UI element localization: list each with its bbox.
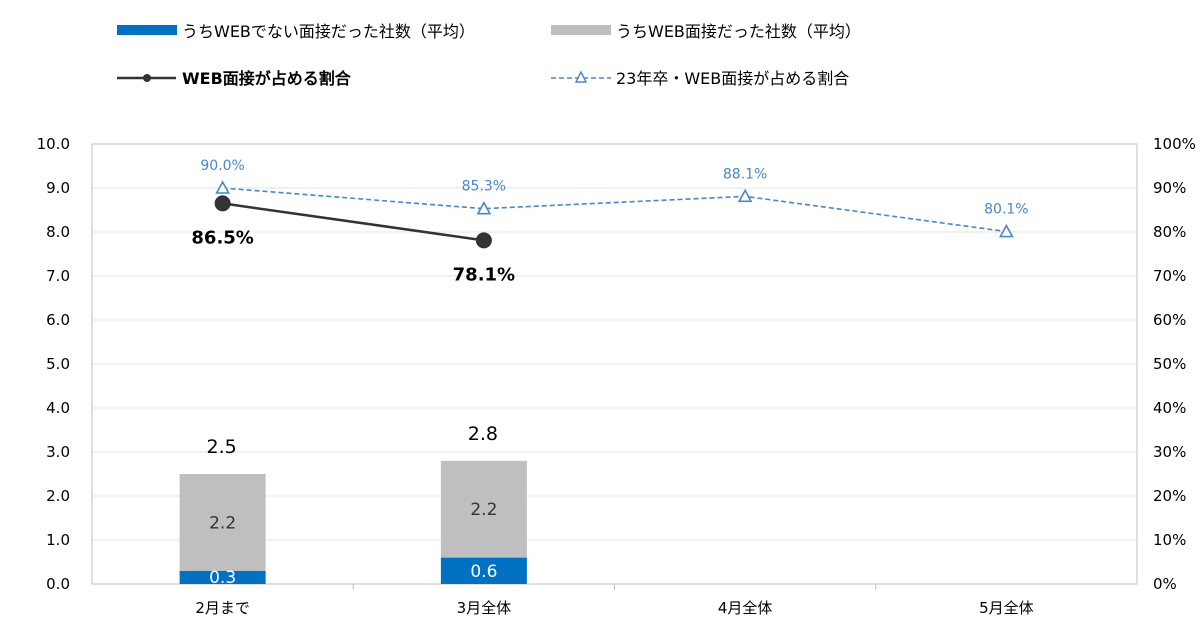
data-label-web-ratio: 86.5% xyxy=(191,227,253,248)
x-tick-label: 2月まで xyxy=(195,599,250,617)
legend-marker-23-graduates xyxy=(574,70,588,83)
left-y-tick-label: 3.0 xyxy=(46,443,70,461)
right-y-tick-label: 90% xyxy=(1153,179,1186,197)
left-y-tick-label: 2.0 xyxy=(46,487,70,505)
bar-segment-non-web xyxy=(440,557,527,584)
legend-label-web: うちWEB面接だった社数（平均） xyxy=(616,22,861,41)
right-y-tick-label: 40% xyxy=(1153,399,1186,417)
legend-label-23-graduates: 23年卒・WEB面接が占める割合 xyxy=(616,69,849,88)
bar-label-web: 2.2 xyxy=(470,500,497,520)
legend-label-non-web: うちWEBでない面接だった社数（平均） xyxy=(182,22,475,41)
bar-total-label: 2.8 xyxy=(468,423,498,445)
right-y-tick-label: 20% xyxy=(1153,487,1186,505)
marker-circle xyxy=(214,195,231,212)
right-y-tick-label: 70% xyxy=(1153,267,1186,285)
line-23-graduates xyxy=(222,187,1007,233)
bar-label-non-web: 0.6 xyxy=(470,562,497,582)
left-y-tick-label: 7.0 xyxy=(46,267,70,285)
right-y-tick-label: 80% xyxy=(1153,223,1186,241)
x-axis: 2月まで 3月全体 4月全体 5月全体 xyxy=(195,584,1034,617)
legend-swatch-web xyxy=(551,25,611,35)
right-y-tick-label: 60% xyxy=(1153,311,1186,329)
line-web-ratio xyxy=(222,202,485,242)
data-label-23-graduates: 88.1% xyxy=(723,166,767,182)
legend-label-web-ratio: WEB面接が占める割合 xyxy=(182,69,352,88)
bar-total-label: 2.5 xyxy=(207,436,237,458)
right-y-tick-label: 0% xyxy=(1153,575,1177,593)
left-y-tick-label: 1.0 xyxy=(46,531,70,549)
data-label-23-graduates: 85.3% xyxy=(462,179,506,195)
marker-triangle xyxy=(737,188,753,203)
marker-circle xyxy=(475,232,492,249)
bar-label-non-web: 0.3 xyxy=(209,568,236,588)
left-y-tick-label: 9.0 xyxy=(46,179,70,197)
legend-swatch-non-web xyxy=(117,25,177,35)
data-label-23-graduates: 90.0% xyxy=(200,158,244,174)
left-y-tick-label: 8.0 xyxy=(46,223,70,241)
legend: うちWEBでない面接だった社数（平均） うちWEB面接だった社数（平均） WEB面接… xyxy=(117,22,861,88)
left-y-axis: 0.0 1.0 2.0 3.0 4.0 5.0 6.0 7.0 8.0 9.0 10.0 xyxy=(37,135,70,593)
left-y-tick-label: 6.0 xyxy=(46,311,70,329)
lines xyxy=(214,180,1014,249)
right-y-tick-label: 10% xyxy=(1153,531,1186,549)
left-y-tick-label: 0.0 xyxy=(46,575,70,593)
marker-triangle xyxy=(476,201,492,215)
data-label-23-graduates: 80.1% xyxy=(984,202,1028,218)
left-y-tick-label: 10.0 xyxy=(37,135,70,153)
right-y-axis: 0% 10% 20% 30% 40% 50% 60% 70% 80% 90% 100% xyxy=(1153,135,1196,593)
right-y-tick-label: 30% xyxy=(1153,443,1186,461)
marker-triangle xyxy=(215,180,230,194)
bars xyxy=(179,460,527,584)
marker-triangle xyxy=(999,223,1014,238)
gridlines xyxy=(92,187,1137,541)
left-y-tick-label: 4.0 xyxy=(46,399,70,417)
legend-marker-web-ratio xyxy=(143,74,151,82)
data-labels: 0.3 2.2 2.5 0.6 2.2 2.8 86.5% 78.1% 90.0% 85.3% 88… xyxy=(191,158,1028,588)
bar-segment-non-web xyxy=(179,570,266,584)
bar-label-web: 2.2 xyxy=(209,513,236,533)
right-y-tick-label: 50% xyxy=(1153,355,1186,373)
bar-segment-web xyxy=(440,460,527,558)
data-label-web-ratio: 78.1% xyxy=(453,264,515,285)
x-tick-label: 3月全体 xyxy=(457,599,512,617)
right-y-tick-label: 100% xyxy=(1153,135,1196,153)
left-y-tick-label: 5.0 xyxy=(46,355,70,373)
bar-segment-web xyxy=(179,474,266,571)
x-tick-label: 5月全体 xyxy=(979,599,1034,617)
x-tick-label: 4月全体 xyxy=(718,599,773,617)
